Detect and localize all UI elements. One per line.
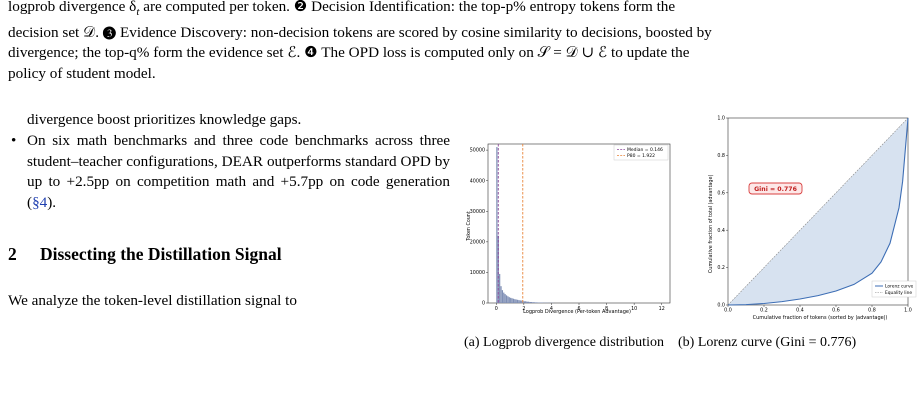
histogram-bar [512,298,515,303]
histogram-bar [529,301,532,303]
y-tick-label: 0.0 [717,303,725,309]
y-tick-label: 40000 [470,178,485,184]
lorenz-legend: Lorenz curve Equality line [871,280,917,298]
legend-p80-label: P80 = 1.922 [627,153,655,159]
histogram-bar [499,273,501,303]
histogram-bar [526,301,530,303]
histogram-legend-box [613,144,669,161]
histogram-bar [501,290,504,303]
histogram-bar [511,298,513,303]
y-tick-label: 1.0 [717,116,725,122]
legend-lorenz-label: Lorenz curve [885,284,914,290]
y-tick-label: 0 [482,301,485,307]
gini-annotation: Gini = 0.776 [748,182,803,195]
histogram-bar [521,300,523,303]
equality-line [727,117,909,306]
legend-equality-label: Equality line [885,290,912,296]
left-column: divergence boost prioritizes knowledge g… [8,110,450,214]
gini-annotation-label: Gini = 0.776 [754,186,797,193]
caption-line-4: policy of student model. [8,64,156,82]
section-reference-link[interactable]: §4 [32,194,48,212]
x-tick-label: 1.0 [904,308,912,314]
x-tick-label: 8 [605,306,608,312]
x-tick-label: 0.0 [724,308,732,314]
lorenz-ylabel: Cumulative fraction of total |advantage| [708,175,714,274]
histogram-plot-area: 0 10000 20000 30000 40000 50000 0 2 4 6 8 10 12 [470,143,671,312]
histogram-bar [500,286,502,303]
lorenz-plot-area: 0.00.0 0.2 0.2 0.4 0.4 0.6 0.6 0.8 0.8 1.0 1.0 [717,116,911,314]
x-tick-label: 2 [522,306,525,312]
histogram-ylabel: Token Count [466,211,472,242]
x-tick-label: 0.6 [832,308,840,314]
histogram-legend: Median = 0.146 P80 = 1.922 [613,144,669,161]
histogram-bar [514,299,516,303]
histogram-bar [519,300,521,303]
gini-annotation-box [748,182,803,195]
x-tick-label: 0.8 [868,308,876,314]
y-tick-label: 0.8 [717,153,725,159]
histogram-bar [523,301,527,303]
caption-subscript: t [136,6,140,19]
lorenz-curve-line [727,117,909,306]
paragraph: We analyze the token-level distillation … [8,292,297,309]
histogram-bar [508,297,510,303]
histogram-chart: 0 10000 20000 30000 40000 50000 0 2 4 6 8 10 12 Toke… [466,143,671,315]
x-tick-label: 10 [631,306,637,312]
bullet-continuation: divergence boost prioritizes knowledge g… [27,111,302,128]
x-tick-label: 0 [495,306,498,312]
y-tick-label: 50000 [470,148,485,154]
histogram-bar [504,294,506,303]
bullet-text-end: ). [47,194,57,212]
lorenz-xlabel: Cumulative fraction of tokens (sorted by… [753,315,888,321]
histogram-bar [503,292,505,303]
caption-line-1: logprob divergence δt are computed per t… [8,0,916,23]
y-tick-label: 0.6 [717,190,725,196]
histogram-bar [505,295,508,303]
y-tick-label: 0.2 [717,265,725,271]
figure-caption: logprob divergence δt are computed per t… [8,0,916,84]
histogram-bar [518,300,520,303]
y-tick-label: 10000 [470,270,485,276]
histogram-bar [507,296,509,303]
lorenz-legend-box [871,280,917,298]
section-title: Dissecting the Distillation Signal [40,244,282,264]
legend-median-label: Median = 0.146 [627,147,663,153]
caption-line-3: divergence; the top-q% form the evidence… [8,44,690,62]
x-tick-label: 0.2 [760,308,768,314]
y-tick-label: 20000 [470,239,485,245]
bullet-item: • On six math benchmarks and three code … [8,131,450,214]
histogram-xlabel: Logprob Divergence (Per-token Advantage) [523,309,631,315]
caption-line-2: decision set 𝒟. ❸ Evidence Discovery: no… [8,23,712,41]
bullet-marker: • [11,131,17,149]
x-tick-label: 6 [577,306,580,312]
section-heading: 2 Dissecting the Distillation Signal [8,244,282,265]
caption-line-1-start: logprob divergence δ [8,0,137,15]
histogram-bar [510,297,512,303]
caption-line-1-rest: are computed per token. ❷ Decision Ident… [139,0,676,15]
histogram-bar [532,302,535,303]
histogram-bar [496,147,498,303]
subcaption-b: (b) Lorenz curve (Gini = 0.776) [678,335,857,350]
histogram-bar [515,299,517,303]
histogram-frame [487,143,671,304]
histogram-bar [516,299,519,303]
y-tick-label: 30000 [470,209,485,215]
section-number: 2 [8,244,17,264]
x-tick-label: 12 [659,306,665,312]
x-tick-label: 4 [550,306,553,312]
y-tick-label: 0.4 [717,228,725,234]
bullet-text: On six math benchmarks and three code be… [27,131,450,212]
x-tick-label: 0.4 [796,308,804,314]
lorenz-chart: 0.00.0 0.2 0.2 0.4 0.4 0.6 0.6 0.8 0.8 1.0 1.0 Cum… [708,116,917,321]
histogram-bar [534,302,538,303]
subcaption-a: (a) Logprob divergence distribution [464,335,664,350]
